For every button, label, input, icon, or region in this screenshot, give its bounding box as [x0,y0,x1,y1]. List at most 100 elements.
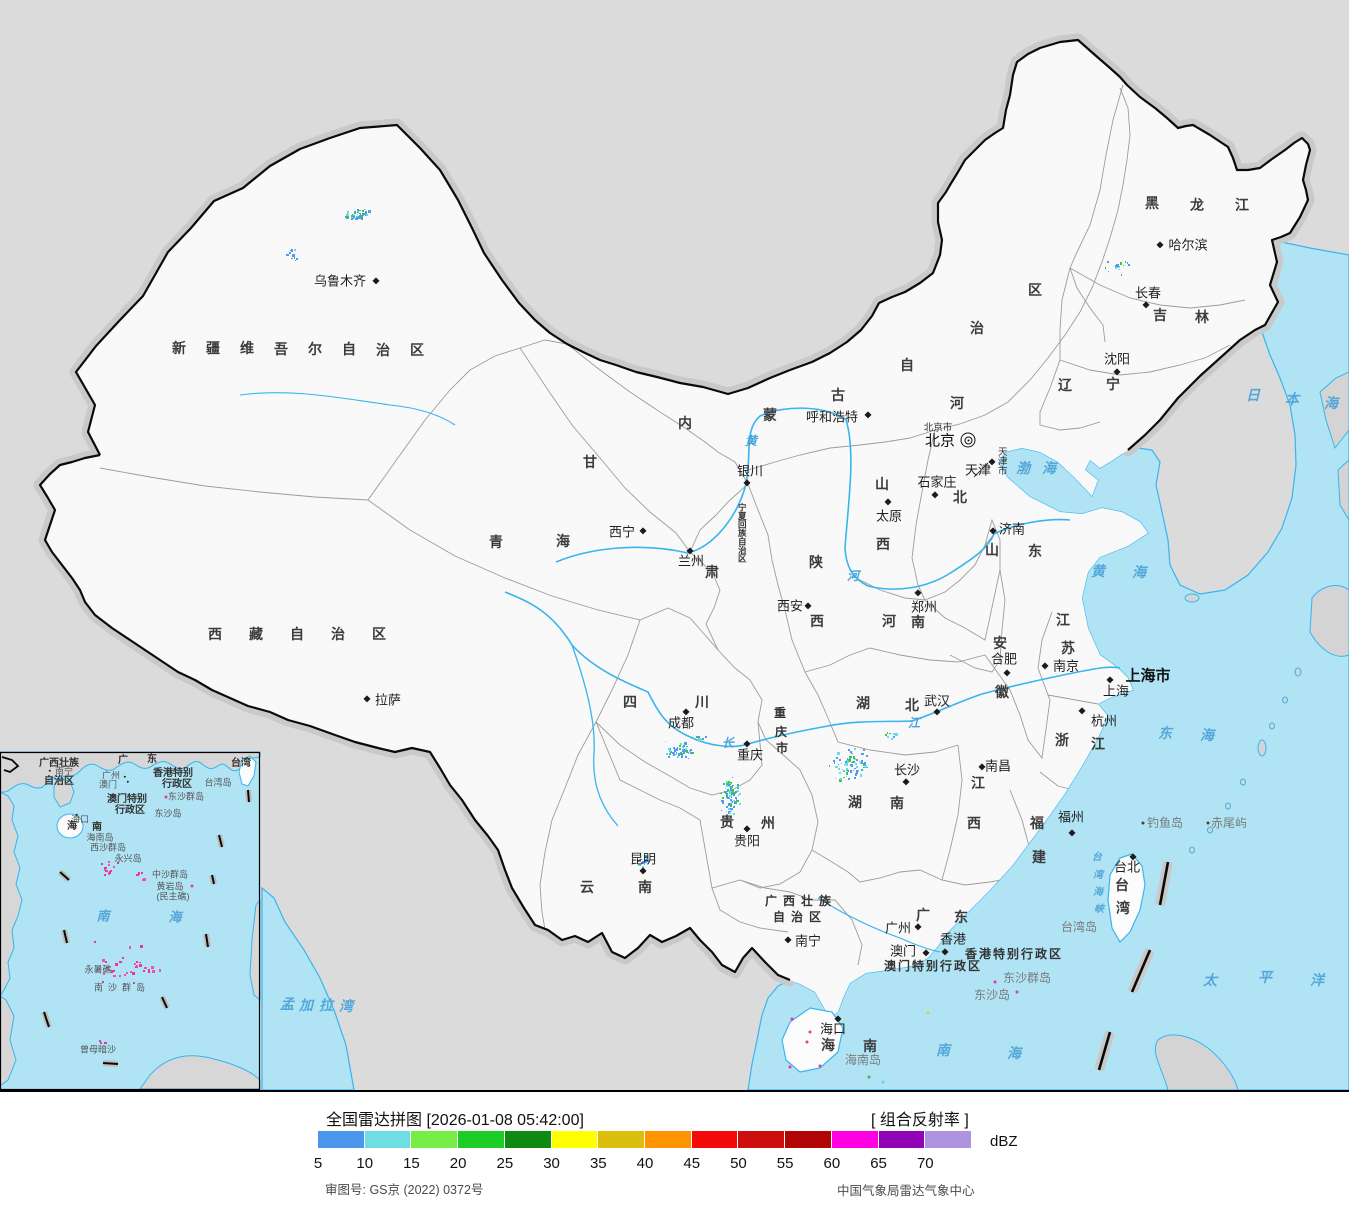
island-group-marker [121,957,124,960]
radar-echo [857,770,860,773]
radar-echo [671,751,675,755]
radar-echo [850,764,854,767]
radar-echo [856,759,859,762]
map-label: 上海 [1102,683,1130,699]
radar-echo [833,759,836,762]
map-label: 新 [172,340,186,356]
colorbar-cell [785,1131,831,1148]
radar-echo [737,795,740,797]
radar-echo [849,759,852,762]
map-label: 林 [1195,309,1209,325]
radar-echo [673,749,677,752]
radar-echo [839,759,842,762]
map-label: 渤 [1016,460,1030,476]
radar-echo [732,799,735,802]
radar-echo [722,782,725,785]
radar-echo [735,798,738,800]
radar-echo [682,745,685,748]
map-label: 西宁 [608,524,636,540]
radar-echo [852,769,855,772]
map-label: 甘 [583,454,597,470]
map-label: 江 [971,775,985,791]
radar-echo [847,760,850,763]
radar-echo [675,753,677,755]
radar-echo [834,777,837,780]
radar-echo [855,766,858,769]
radar-echo [847,759,850,762]
map-label: 西 [208,626,222,642]
radar-echo [730,799,733,802]
map-label: 江 [907,716,921,730]
radar-echo [695,736,698,738]
map-label: 黄岩岛 [156,881,184,892]
radar-echo [733,813,735,815]
radar-echo [843,770,846,773]
map-label: 云 [580,879,594,895]
map-label: 河 [882,613,896,629]
map-label: 青 [489,534,503,550]
colorbar-cell [738,1131,785,1148]
radar-echo [346,213,349,217]
radar-echo [645,855,648,858]
map-label: 海 [556,533,570,549]
radar-echo [731,777,733,779]
china-radar-map: 黑龙江吉林辽宁内蒙古自治区新疆维吾尔自治区西藏自治区青海甘肃陕西山西河北山东河南… [0,0,1349,1092]
radar-echo [354,211,357,214]
map-label: 黄 [744,434,758,448]
map-label: 山 [985,542,999,558]
radar-echo [730,782,733,785]
radar-echo [853,761,856,764]
map-label: 台 [1092,852,1102,863]
radar-echo [286,254,289,257]
map-label: 海 [1200,727,1214,743]
radar-echo [853,776,856,779]
radar-echo [866,766,869,769]
map-label: 贵阳 [733,833,761,849]
map-label: 永暑礁 [84,964,112,975]
rivers [239,392,1121,953]
colorbar-tick: 65 [870,1155,887,1172]
radar-echo [851,760,855,764]
island-group-marker [119,974,121,977]
islet-marker [1141,821,1145,825]
radar-echo [362,213,365,217]
island-group-marker [141,872,144,875]
colorbar-cell [411,1131,458,1148]
map-label: 合肥 [990,651,1018,667]
map-label: 呼和浩特 [805,409,859,425]
radar-echo [692,751,695,754]
map-label: 郑州 [910,599,938,615]
map-label: 太原 [875,508,903,524]
islet-marker [1206,821,1210,825]
radar-echo [843,776,845,778]
radar-echo [681,752,684,755]
map-label: 浙 [1055,732,1069,748]
map-label: 东沙群岛 [167,791,205,802]
map-label: 区 [410,342,424,358]
radar-echo [679,745,682,748]
radar-echo [862,748,865,751]
map-label: 东 [147,754,157,765]
map-label: 福州 [1057,809,1085,825]
radar-echo [669,750,671,752]
map-label: (民主礁) [156,891,190,902]
radar-echo [351,216,353,219]
radar-echo [839,779,842,782]
radar-echo [727,807,730,810]
radar-echo [860,760,863,763]
radar-echo [687,751,690,754]
islet-marker [48,769,52,773]
map-label: 湖 [856,695,870,711]
radar-echo [721,797,724,800]
radar-echo [355,218,358,221]
map-label: 江 [1235,197,1249,213]
map-label: 中沙群岛 [151,869,189,880]
map-label: 自治区 [772,910,828,924]
radar-echo [846,758,849,760]
radar-echo [720,809,722,812]
legend-panel [0,1092,1349,1208]
tianjin-leader-line [973,462,989,478]
map-label: 兰州 [677,553,705,569]
radar-echo [720,792,722,795]
colorbar-tick: 50 [730,1155,747,1172]
